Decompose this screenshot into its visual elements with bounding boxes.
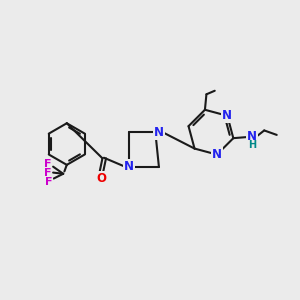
Text: F: F	[44, 168, 52, 178]
Text: N: N	[247, 130, 257, 143]
Text: N: N	[212, 148, 222, 161]
Text: O: O	[96, 172, 106, 185]
Text: N: N	[222, 109, 232, 122]
Text: F: F	[44, 159, 52, 169]
Text: F: F	[45, 177, 52, 187]
Text: H: H	[248, 140, 256, 150]
Text: N: N	[124, 160, 134, 173]
Text: N: N	[154, 126, 164, 139]
